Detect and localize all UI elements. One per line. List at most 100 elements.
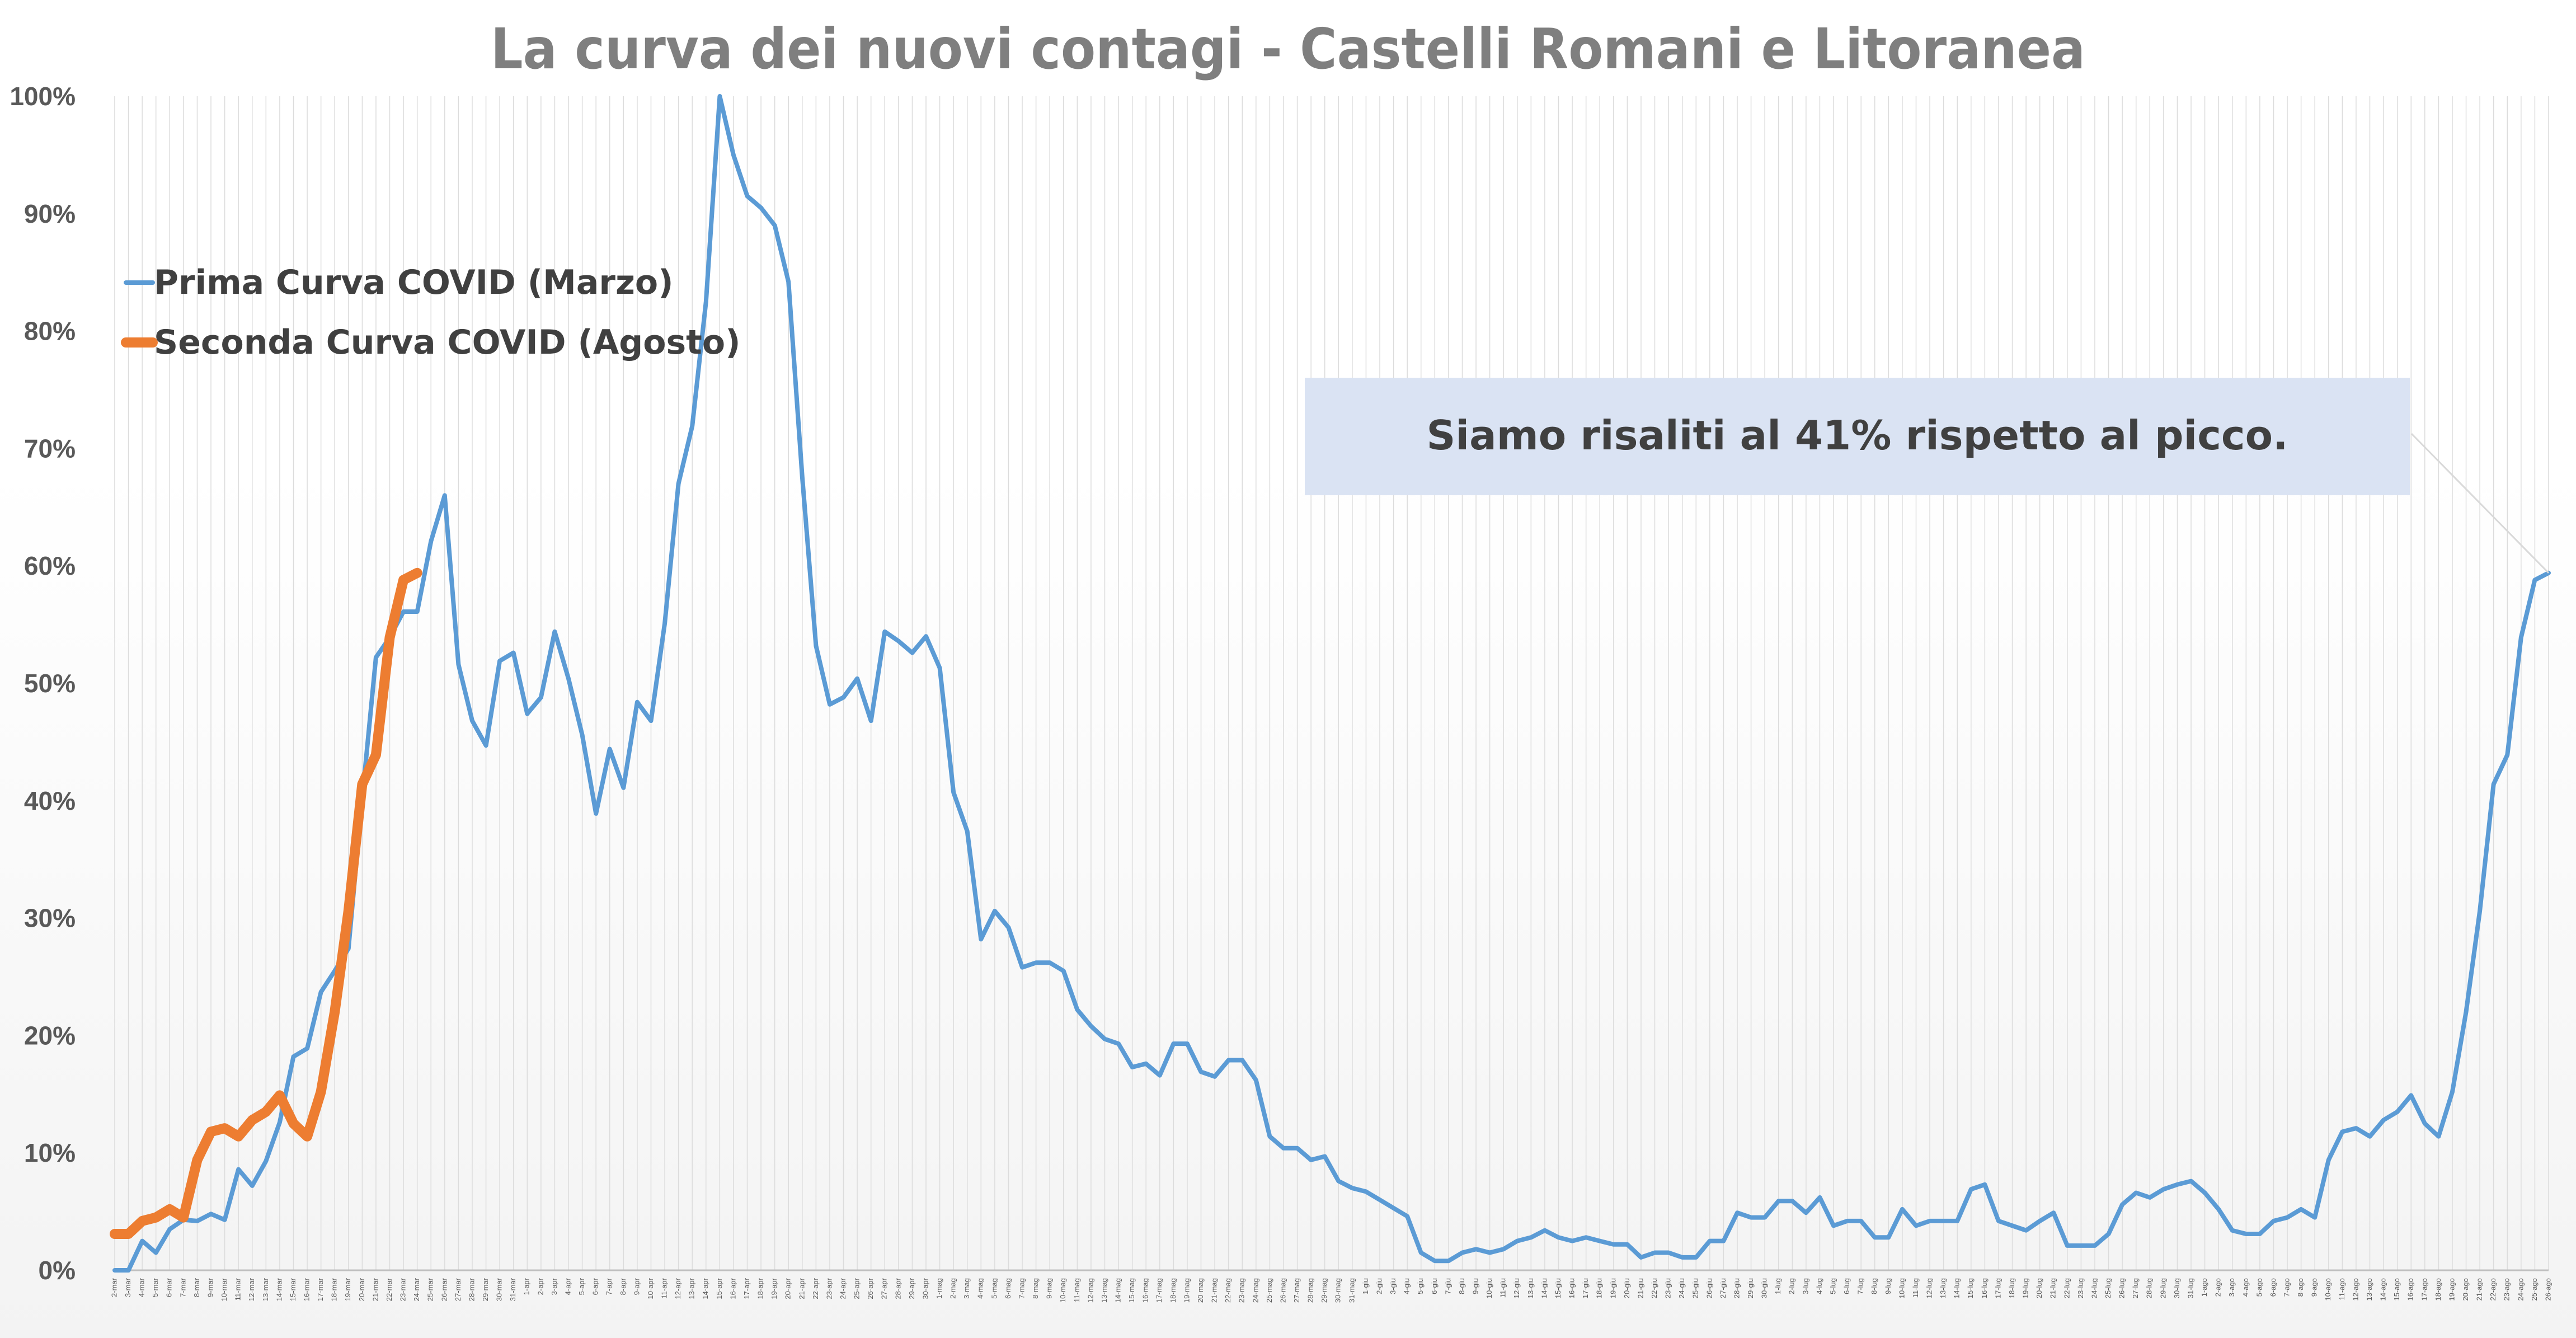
legend-label-1: Prima Curva COVID (Marzo): [154, 263, 674, 302]
x-tick-label: 11-mar: [234, 1278, 242, 1301]
x-tick-label: 7-mar: [178, 1278, 187, 1297]
x-tick-label: 31-mar: [509, 1278, 517, 1301]
y-tick-label: 50%: [24, 669, 76, 698]
series-line-1: [112, 94, 2551, 1273]
x-tick-label: 22-giu: [1650, 1278, 1658, 1298]
x-tick-label: 9-mag: [1045, 1278, 1054, 1299]
x-tick-label: 13-mar: [261, 1278, 270, 1301]
x-tick-label: 15-mag: [1127, 1278, 1136, 1303]
x-tick-label: 21-giu: [1636, 1278, 1644, 1298]
x-tick-label: 24-apr: [839, 1278, 847, 1299]
x-tick-label: 29-apr: [908, 1278, 916, 1299]
annotation-box: [1305, 378, 2410, 495]
x-tick-label: 18-ago: [2434, 1278, 2442, 1301]
x-tick-label: 24-mar: [412, 1278, 421, 1301]
x-tick-label: 17-apr: [742, 1278, 751, 1299]
x-tick-label: 27-apr: [880, 1278, 889, 1299]
x-tick-label: 27-mag: [1292, 1278, 1301, 1303]
x-tick-label: 30-lug: [2173, 1278, 2181, 1298]
x-tick-label: 11-giu: [1499, 1278, 1507, 1298]
x-tick-label: 4-mag: [976, 1278, 985, 1299]
x-tick-label: 30-apr: [921, 1278, 929, 1299]
x-tick-label: 17-ago: [2420, 1278, 2428, 1301]
x-tick-label: 17-mar: [316, 1278, 325, 1301]
x-tick-label: 6-mar: [165, 1278, 173, 1297]
x-tick-label: 3-lug: [1801, 1278, 1809, 1294]
x-tick-label: 6-mag: [1004, 1278, 1012, 1299]
x-tick-label: 7-ago: [2282, 1278, 2291, 1297]
x-tick-label: 21-apr: [797, 1278, 806, 1299]
x-tick-label: 22-lug: [2062, 1278, 2071, 1298]
x-tick-label: 18-giu: [1595, 1278, 1604, 1298]
x-tick-label: 27-mar: [454, 1278, 462, 1301]
x-tick-label: 12-giu: [1512, 1278, 1521, 1298]
x-tick-label: 13-giu: [1526, 1278, 1535, 1298]
x-tick-label: 29-mag: [1320, 1278, 1328, 1303]
x-tick-label: 13-mag: [1100, 1278, 1108, 1303]
x-tick-label: 3-ago: [2227, 1278, 2236, 1297]
x-tick-label: 5-ago: [2255, 1278, 2263, 1297]
x-tick-label: 27-giu: [1719, 1278, 1727, 1298]
x-tick-label: 26-mar: [440, 1278, 448, 1301]
x-tick-label: 2-ago: [2214, 1278, 2222, 1297]
x-tick-label: 20-lug: [2035, 1278, 2043, 1298]
x-tick-label: 9-ago: [2310, 1278, 2319, 1297]
x-tick-label: 12-mag: [1086, 1278, 1094, 1303]
x-tick-label: 28-mag: [1306, 1278, 1315, 1303]
x-tick-label: 1-lug: [1774, 1278, 1782, 1294]
y-tick-label: 40%: [24, 786, 76, 815]
x-tick-label: 3-giu: [1389, 1278, 1397, 1294]
legend-label-2: Seconda Curva COVID (Agosto): [154, 323, 741, 362]
x-tick-label: 30-giu: [1760, 1278, 1769, 1298]
x-tick-label: 7-apr: [605, 1278, 613, 1295]
x-tick-label: 24-mag: [1251, 1278, 1259, 1303]
x-tick-label: 18-apr: [756, 1278, 765, 1299]
x-tick-label: 20-giu: [1623, 1278, 1631, 1298]
y-tick-label: 10%: [24, 1138, 76, 1167]
x-tick-label: 9-mar: [206, 1278, 214, 1297]
x-tick-label: 14-apr: [701, 1278, 709, 1299]
annotation-text: Siamo risaliti al 41% rispetto al picco.: [1427, 412, 2288, 459]
x-tick-label: 19-ago: [2447, 1278, 2456, 1301]
y-tick-label: 60%: [24, 551, 76, 580]
x-tick-label: 6-lug: [1842, 1278, 1851, 1294]
x-tick-label: 1-apr: [523, 1278, 531, 1295]
x-tick-label: 13-lug: [1939, 1278, 1947, 1298]
x-tick-label: 14-mag: [1114, 1278, 1122, 1303]
x-tick-label: 24-lug: [2090, 1278, 2098, 1298]
x-tick-label: 29-giu: [1746, 1278, 1755, 1298]
x-tick-label: 11-mag: [1073, 1278, 1081, 1302]
x-tick-label: 7-mag: [1017, 1278, 1026, 1299]
x-tick-label: 23-apr: [825, 1278, 833, 1299]
x-tick-label: 26-ago: [2544, 1278, 2552, 1301]
series-line-2: [110, 567, 422, 1239]
x-tick-label: 2-giu: [1375, 1278, 1383, 1294]
x-tick-label: 23-mag: [1238, 1278, 1246, 1303]
x-tick-label: 5-mar: [151, 1278, 159, 1297]
x-tick-label: 11-lug: [1911, 1278, 1920, 1298]
annotation-leader-line: [2410, 433, 2550, 574]
x-tick-label: 12-ago: [2351, 1278, 2359, 1301]
y-tick-label: 70%: [24, 434, 76, 463]
x-tick-label: 7-giu: [1444, 1278, 1452, 1294]
x-tick-label: 21-lug: [2049, 1278, 2057, 1298]
x-tick-label: 1-giu: [1361, 1278, 1370, 1294]
x-tick-label: 14-lug: [1953, 1278, 1961, 1298]
x-tick-label: 4-ago: [2241, 1278, 2250, 1297]
x-tick-label: 16-mag: [1141, 1278, 1150, 1303]
x-tick-label: 10-giu: [1485, 1278, 1493, 1298]
x-tick-label: 31-mag: [1347, 1278, 1356, 1303]
x-tick-label: 6-ago: [2269, 1278, 2277, 1297]
x-tick-label: 15-apr: [715, 1278, 723, 1299]
x-tick-label: 25-mar: [426, 1278, 435, 1301]
x-tick-label: 5-lug: [1828, 1278, 1837, 1294]
x-tick-label: 19-mar: [344, 1278, 352, 1301]
x-tick-label: 16-mar: [303, 1278, 311, 1301]
x-tick-label: 16-apr: [728, 1278, 737, 1299]
x-tick-label: 22-mar: [385, 1278, 393, 1301]
x-tick-label: 14-giu: [1540, 1278, 1548, 1298]
x-tick-label: 15-mar: [289, 1278, 297, 1301]
x-tick-label: 23-lug: [2076, 1278, 2085, 1298]
